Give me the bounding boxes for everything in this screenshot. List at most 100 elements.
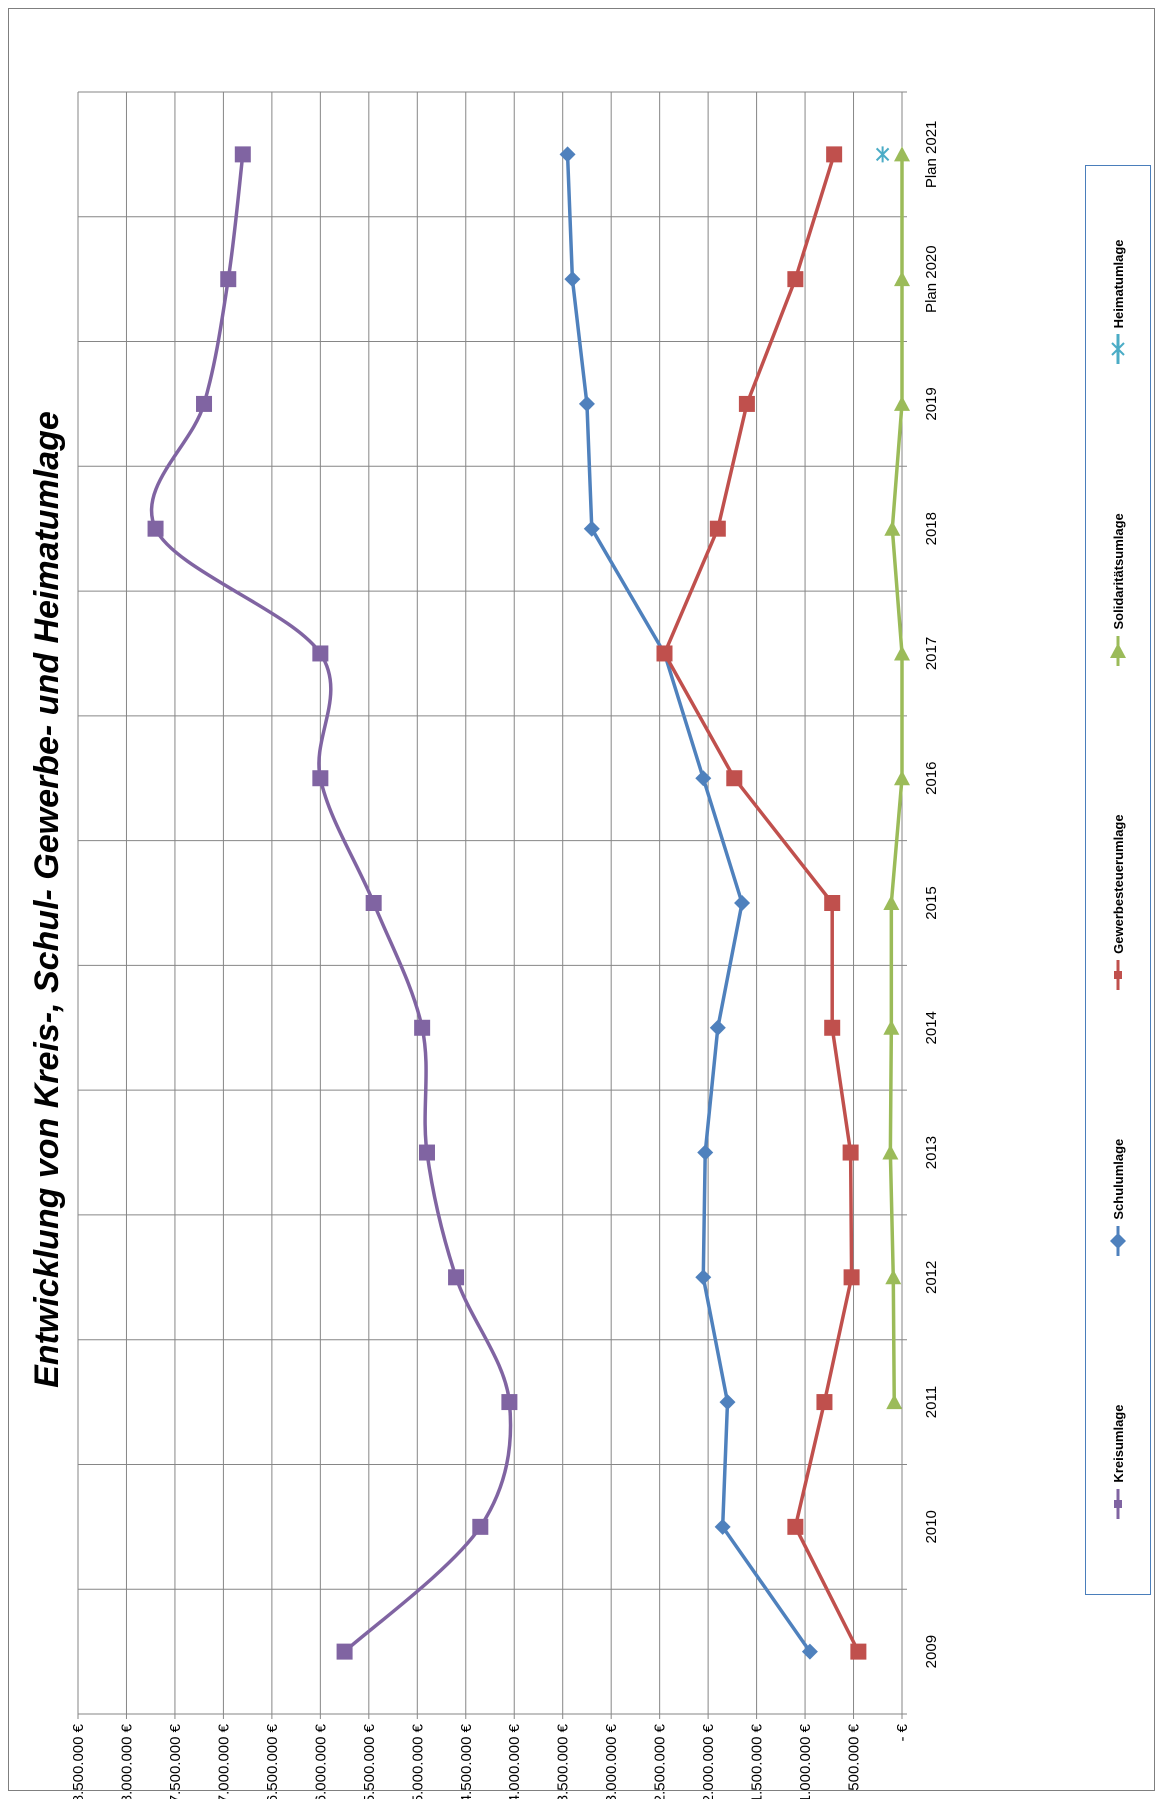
x-category-labels: 2009 2010 2011 2012 2013 2014 2015 2016 2017 2018…	[923, 121, 940, 1669]
legend-swatch	[1110, 1225, 1126, 1256]
series-heimatumlage	[875, 146, 890, 163]
x-tick-label: 2018	[923, 512, 940, 545]
data-point	[448, 1269, 465, 1286]
data-point	[472, 1518, 489, 1535]
legend-swatch	[1114, 1488, 1122, 1519]
data-point	[695, 1269, 712, 1286]
legend-marker	[1110, 642, 1126, 658]
chart-frame	[8, 8, 1155, 1791]
y-tick-label: 5.000.000 €	[409, 1723, 426, 1799]
legend-swatch	[1111, 334, 1125, 365]
data-point	[875, 146, 890, 163]
legend-marker	[1110, 1232, 1126, 1249]
data-point	[850, 1643, 867, 1660]
legend-label: Solidaritätsumlage	[1110, 513, 1126, 630]
data-point	[824, 895, 841, 911]
y-tick-label: 8.500.000 €	[70, 1723, 87, 1799]
y-tick-label: 4.500.000 €	[458, 1723, 475, 1799]
x-tick-label: 2014	[923, 1011, 940, 1044]
series-layer	[147, 146, 910, 1660]
series-kreisumlage	[147, 146, 518, 1660]
y-tick-label: 6.000.000 €	[312, 1723, 329, 1799]
data-point	[709, 1019, 726, 1036]
data-point	[734, 895, 751, 911]
data-point	[883, 1019, 900, 1035]
legend-label: Schulumlage	[1110, 1138, 1126, 1220]
legend-marker	[1114, 970, 1122, 979]
data-point	[884, 520, 901, 536]
series-solidaritätsumlage	[882, 146, 910, 1410]
data-point	[894, 271, 910, 287]
legend-item: Heimatumlage	[1110, 239, 1126, 366]
data-point	[414, 1019, 431, 1036]
data-point	[559, 146, 576, 163]
data-point	[885, 1269, 902, 1285]
series-line	[149, 154, 513, 1653]
data-point	[365, 895, 382, 911]
data-point	[709, 520, 726, 537]
legend-item: Schulumlage	[1110, 1139, 1126, 1258]
grid-lines	[77, 91, 907, 1719]
data-point	[816, 1394, 833, 1411]
data-point	[883, 895, 900, 910]
y-tick-label: 7.000.000 €	[215, 1723, 232, 1799]
x-tick-label: 2010	[923, 1510, 940, 1543]
y-tick-label: 1.500.000 €	[749, 1723, 766, 1799]
data-point	[583, 520, 600, 537]
data-point	[894, 770, 910, 786]
series-gewerbesteuerumlage	[656, 146, 867, 1660]
x-tick-label: 2011	[923, 1386, 940, 1418]
y-tick-label: 7.500.000 €	[167, 1723, 184, 1799]
series-schulumlage	[559, 146, 818, 1660]
y-tick-label: 5.500.000 €	[361, 1723, 378, 1799]
data-point	[578, 395, 595, 412]
data-point	[894, 395, 910, 411]
legend-item: Gewerbesteuerumlage	[1110, 814, 1126, 991]
legend-marker	[1111, 341, 1125, 358]
data-point	[826, 146, 843, 163]
x-tick-label: 2019	[923, 387, 940, 420]
series-line	[565, 154, 812, 1653]
data-point	[842, 1144, 859, 1161]
legend-marker	[1114, 1499, 1122, 1508]
y-tick-label: 3.000.000 €	[603, 1723, 620, 1799]
y-tick-label: 4.000.000 €	[506, 1723, 523, 1799]
legend-label: Gewerbesteuerumlage	[1110, 814, 1126, 954]
data-point	[336, 1643, 353, 1660]
data-point	[843, 1269, 860, 1286]
x-tick-label: 2013	[923, 1136, 940, 1169]
data-point	[697, 1144, 714, 1161]
y-tick-labels: - € 500.000 € 1.000.000 € 1.500.000 € 2.000.…	[70, 1723, 911, 1799]
data-point	[886, 1394, 903, 1410]
legend-swatch	[1110, 635, 1126, 666]
y-tick-label: 1.000.000 €	[797, 1723, 814, 1799]
x-tick-label: 2009	[923, 1635, 940, 1668]
legend: Kreisumlage Schulumlage Gewerbesteuerumlag…	[1085, 165, 1151, 1595]
x-tick-label: Plan 2021	[923, 121, 940, 189]
data-point	[312, 645, 329, 662]
y-tick-label: 6.500.000 €	[264, 1723, 281, 1799]
legend-swatch	[1114, 959, 1122, 990]
x-tick-label: 2016	[923, 762, 940, 795]
data-point	[824, 1019, 841, 1036]
data-point	[220, 271, 237, 288]
data-point	[196, 395, 213, 412]
data-point	[234, 146, 251, 163]
legend-item: Solidaritätsumlage	[1110, 513, 1126, 667]
legend-label: Heimatumlage	[1110, 239, 1126, 329]
y-tick-label: 2.000.000 €	[700, 1723, 717, 1799]
data-point	[656, 645, 673, 662]
y-tick-label: 2.500.000 €	[652, 1723, 669, 1799]
data-point	[695, 770, 712, 787]
data-point	[726, 770, 743, 787]
y-tick-label: 8.000.000 €	[118, 1723, 135, 1799]
data-point	[894, 146, 910, 162]
data-point	[501, 1394, 518, 1411]
data-point	[147, 520, 164, 537]
data-point	[787, 1518, 804, 1535]
data-point	[738, 395, 755, 412]
data-point	[787, 271, 804, 288]
data-point	[882, 1144, 899, 1160]
